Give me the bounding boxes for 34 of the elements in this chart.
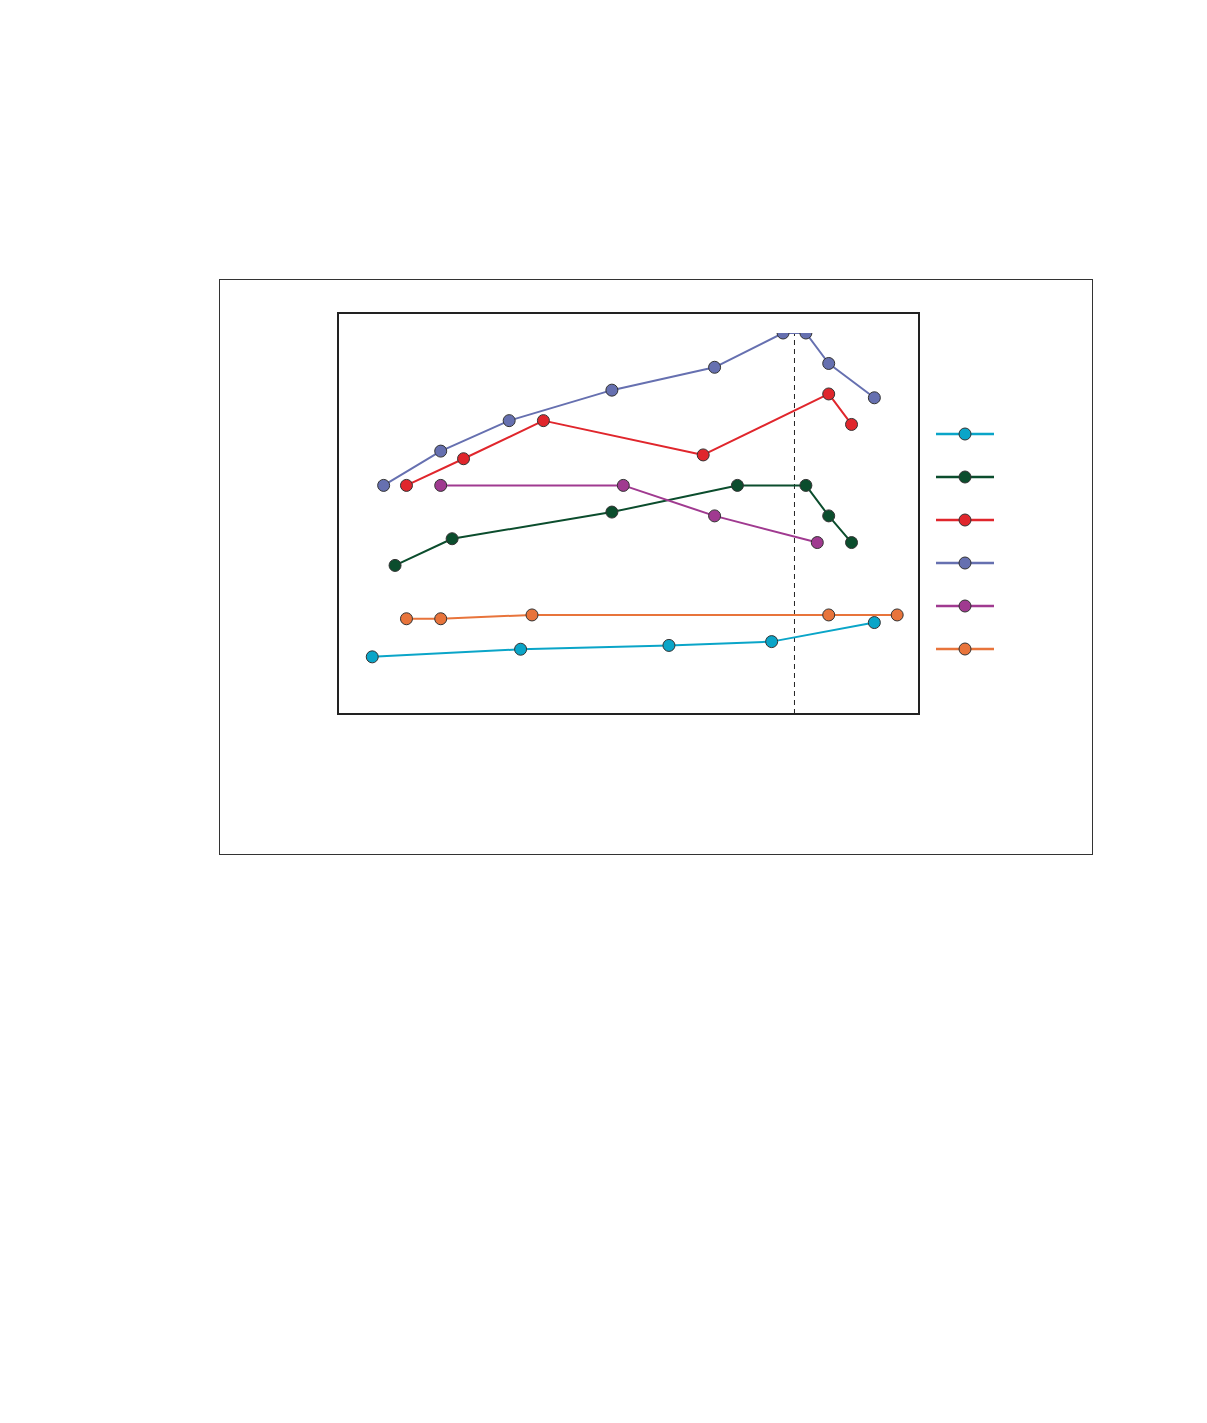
point [765, 635, 779, 649]
point [457, 452, 471, 466]
point [605, 383, 619, 397]
point [399, 478, 413, 492]
point [867, 391, 881, 405]
point [845, 417, 859, 431]
point [845, 536, 859, 550]
point [616, 478, 630, 492]
point [514, 642, 528, 656]
point [822, 387, 836, 401]
point [867, 616, 881, 630]
point [799, 478, 813, 492]
point [822, 356, 836, 370]
point [810, 536, 824, 550]
point [399, 612, 413, 626]
point [890, 608, 904, 622]
point [822, 509, 836, 523]
point [730, 478, 744, 492]
point [434, 444, 448, 458]
point [708, 509, 722, 523]
point [525, 608, 539, 622]
point [662, 638, 676, 652]
point [377, 478, 391, 492]
point [365, 650, 379, 664]
point [434, 478, 448, 492]
point [822, 608, 836, 622]
point [708, 360, 722, 374]
point [445, 532, 459, 546]
point [434, 612, 448, 626]
point [536, 414, 550, 428]
point [696, 448, 710, 462]
point [388, 558, 402, 572]
point [502, 414, 516, 428]
point [605, 505, 619, 519]
